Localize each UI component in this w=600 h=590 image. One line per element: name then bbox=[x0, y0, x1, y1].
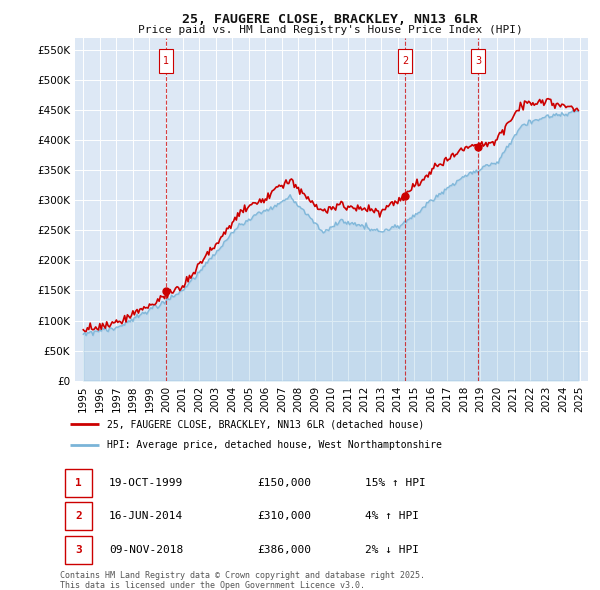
Text: 1: 1 bbox=[75, 478, 82, 488]
Text: 3: 3 bbox=[75, 545, 82, 555]
Text: £310,000: £310,000 bbox=[257, 512, 311, 521]
Text: Price paid vs. HM Land Registry's House Price Index (HPI): Price paid vs. HM Land Registry's House … bbox=[137, 25, 523, 35]
Text: 16-JUN-2014: 16-JUN-2014 bbox=[109, 512, 184, 521]
Text: £386,000: £386,000 bbox=[257, 545, 311, 555]
FancyBboxPatch shape bbox=[159, 48, 173, 73]
Text: This data is licensed under the Open Government Licence v3.0.: This data is licensed under the Open Gov… bbox=[60, 581, 365, 589]
Text: 09-NOV-2018: 09-NOV-2018 bbox=[109, 545, 184, 555]
Text: Contains HM Land Registry data © Crown copyright and database right 2025.: Contains HM Land Registry data © Crown c… bbox=[60, 571, 425, 580]
Text: 1: 1 bbox=[163, 55, 169, 65]
FancyBboxPatch shape bbox=[398, 48, 412, 73]
Text: 19-OCT-1999: 19-OCT-1999 bbox=[109, 478, 184, 488]
Text: 2: 2 bbox=[402, 55, 408, 65]
FancyBboxPatch shape bbox=[65, 469, 92, 497]
Text: 3: 3 bbox=[475, 55, 481, 65]
FancyBboxPatch shape bbox=[471, 48, 485, 73]
Text: £150,000: £150,000 bbox=[257, 478, 311, 488]
FancyBboxPatch shape bbox=[65, 536, 92, 563]
Text: 15% ↑ HPI: 15% ↑ HPI bbox=[365, 478, 426, 488]
FancyBboxPatch shape bbox=[65, 502, 92, 530]
Text: 2% ↓ HPI: 2% ↓ HPI bbox=[365, 545, 419, 555]
Text: 25, FAUGERE CLOSE, BRACKLEY, NN13 6LR: 25, FAUGERE CLOSE, BRACKLEY, NN13 6LR bbox=[182, 13, 478, 26]
Text: HPI: Average price, detached house, West Northamptonshire: HPI: Average price, detached house, West… bbox=[107, 440, 442, 450]
Text: 25, FAUGERE CLOSE, BRACKLEY, NN13 6LR (detached house): 25, FAUGERE CLOSE, BRACKLEY, NN13 6LR (d… bbox=[107, 419, 424, 429]
Text: 2: 2 bbox=[75, 512, 82, 521]
Text: 4% ↑ HPI: 4% ↑ HPI bbox=[365, 512, 419, 521]
